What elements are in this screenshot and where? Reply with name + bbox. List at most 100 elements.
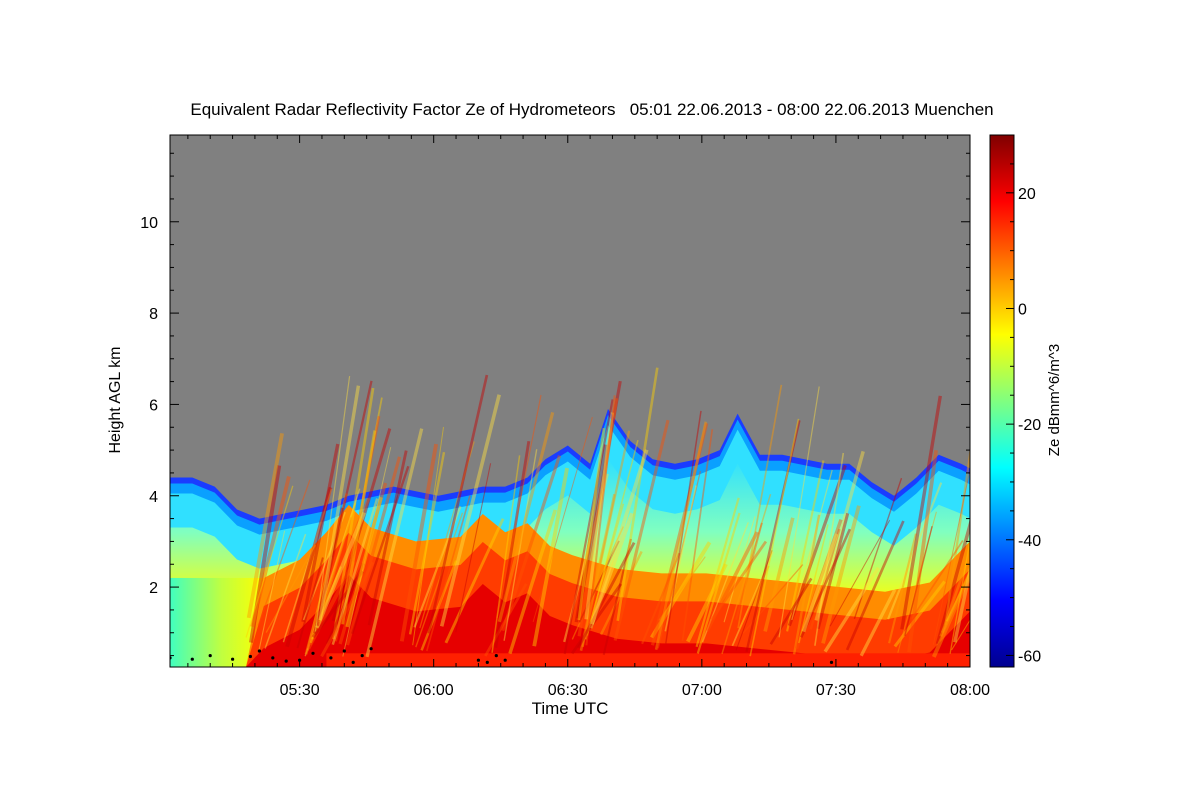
plot-frame bbox=[169, 134, 971, 668]
fall-streak bbox=[888, 533, 917, 644]
fall-streak bbox=[809, 528, 841, 630]
fall-streak bbox=[650, 541, 712, 639]
fall-streak bbox=[800, 528, 852, 638]
fall-streak bbox=[304, 556, 334, 655]
cloud-base-point bbox=[351, 660, 355, 665]
fall-streak bbox=[331, 498, 379, 645]
y-tick-label: 2 bbox=[149, 580, 158, 597]
fall-streak bbox=[399, 443, 439, 642]
fall-streak bbox=[439, 394, 501, 627]
y-tick-label: 10 bbox=[140, 215, 158, 232]
fall-streak bbox=[616, 367, 659, 622]
fall-streak bbox=[308, 497, 371, 646]
x-tick-label: 07:00 bbox=[682, 682, 722, 699]
fall-streak bbox=[497, 412, 555, 623]
fall-streak bbox=[318, 517, 353, 623]
colorbar: -60 -40 -20 0 20 Ze dBmm^6/m^3 bbox=[989, 134, 1063, 668]
fall-streak bbox=[576, 380, 622, 619]
fall-streak bbox=[586, 440, 639, 636]
fall-streak bbox=[306, 560, 356, 650]
fall-streak bbox=[532, 467, 569, 647]
fall-streak bbox=[900, 395, 942, 630]
cloud-base-point bbox=[190, 657, 194, 661]
fall-streak bbox=[326, 562, 366, 645]
fall-streak bbox=[420, 560, 458, 651]
fall-streak bbox=[408, 451, 446, 635]
colorbar-tick-label: 20 bbox=[1018, 186, 1036, 203]
fall-streak bbox=[258, 530, 286, 650]
fall-streak bbox=[821, 505, 861, 644]
colorbar-ticks: -60 -40 -20 0 20 bbox=[1006, 134, 1041, 665]
fall-streak bbox=[250, 476, 291, 628]
fall-streak bbox=[427, 374, 489, 634]
fall-streak bbox=[792, 514, 821, 655]
fall-streak bbox=[412, 426, 444, 646]
fall-streak bbox=[508, 509, 557, 655]
y-tick-label: 8 bbox=[149, 306, 158, 323]
fall-streak bbox=[413, 505, 462, 628]
colorbar-gradient bbox=[989, 134, 1015, 668]
fall-streak bbox=[301, 443, 340, 623]
fall-streak bbox=[907, 449, 938, 653]
fall-streak bbox=[571, 526, 624, 640]
fall-streak bbox=[911, 540, 964, 620]
fall-streak bbox=[311, 502, 357, 640]
cloud-base-point bbox=[494, 654, 498, 658]
fall-streak bbox=[345, 496, 383, 628]
fall-streak bbox=[859, 588, 897, 657]
fall-streak bbox=[658, 556, 706, 621]
fall-streak bbox=[282, 488, 333, 643]
fall-streak bbox=[315, 511, 367, 629]
fall-streak bbox=[778, 386, 820, 638]
cloud-base-point bbox=[342, 649, 346, 653]
colorbar-tick-label: -40 bbox=[1018, 533, 1041, 550]
cloud-base-point bbox=[248, 654, 252, 659]
fall-streak bbox=[897, 511, 937, 653]
fall-streak bbox=[304, 488, 361, 657]
fall-streak bbox=[823, 566, 880, 653]
fall-streak bbox=[455, 463, 492, 633]
fall-streak bbox=[338, 482, 388, 645]
fall-streak bbox=[331, 428, 392, 622]
fall-streak bbox=[415, 512, 464, 648]
plot-area bbox=[170, 135, 970, 667]
fall-streak bbox=[265, 544, 316, 633]
fall-streak bbox=[588, 512, 634, 629]
cloud-base-points bbox=[170, 647, 834, 665]
fall-streak bbox=[503, 449, 538, 641]
cloud-base-point bbox=[208, 654, 212, 658]
fall-streak bbox=[845, 520, 905, 651]
fall-streak bbox=[426, 495, 471, 652]
fall-streak bbox=[738, 565, 770, 630]
fall-streak bbox=[664, 485, 697, 632]
fall-streak bbox=[705, 531, 759, 632]
fall-streak bbox=[332, 387, 375, 640]
fall-streak bbox=[365, 428, 424, 658]
fall-streak bbox=[599, 550, 643, 636]
fall-streak bbox=[491, 455, 521, 653]
cloud-base-point bbox=[360, 654, 364, 658]
fall-streak bbox=[318, 385, 361, 621]
fall-streak bbox=[939, 570, 970, 638]
fall-streak bbox=[944, 446, 970, 626]
fall-streak bbox=[577, 541, 636, 649]
y-tick-label: 4 bbox=[149, 489, 158, 506]
fall-streak bbox=[501, 455, 562, 632]
fall-streak bbox=[341, 430, 377, 625]
fall-streak bbox=[444, 518, 505, 644]
fall-streak bbox=[285, 486, 333, 648]
chart-title: Equivalent Radar Reflectivity Factor Ze … bbox=[190, 100, 993, 119]
fall-streak bbox=[494, 440, 531, 648]
fall-streak bbox=[742, 564, 804, 634]
fall-streak bbox=[665, 410, 702, 644]
fall-streak bbox=[946, 568, 970, 622]
fall-streak bbox=[311, 570, 364, 639]
fall-streak bbox=[735, 550, 773, 651]
fall-streak bbox=[590, 449, 649, 625]
x-tick-label: 06:30 bbox=[548, 682, 588, 699]
fall-streak bbox=[904, 526, 933, 636]
fall-streak bbox=[791, 469, 833, 621]
cloud-base-point bbox=[503, 658, 507, 662]
fall-streak bbox=[585, 395, 616, 646]
